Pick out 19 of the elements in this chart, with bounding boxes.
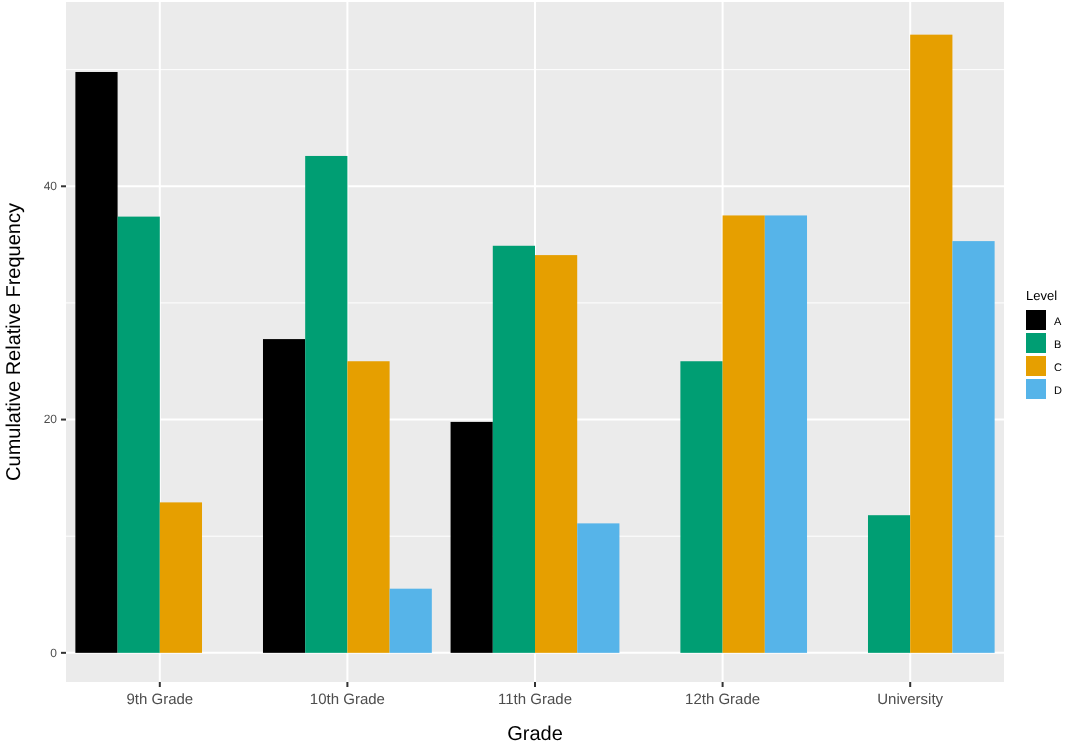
bar	[722, 215, 765, 653]
bar	[75, 71, 118, 653]
bar	[450, 421, 493, 653]
bar	[159, 502, 203, 653]
bar	[347, 361, 390, 653]
bar	[867, 515, 911, 653]
y-axis-title: Cumulative Relative Frequency	[4, 203, 26, 481]
bar	[389, 588, 432, 653]
bar	[492, 245, 535, 653]
bar	[117, 216, 160, 653]
bar	[305, 155, 348, 653]
bar	[910, 34, 953, 653]
bar	[952, 241, 995, 653]
bar	[535, 255, 578, 653]
x-axis-title: Grade	[507, 724, 564, 746]
bar	[764, 215, 808, 653]
bar	[680, 361, 723, 653]
bar	[577, 523, 620, 653]
bar	[262, 339, 306, 653]
